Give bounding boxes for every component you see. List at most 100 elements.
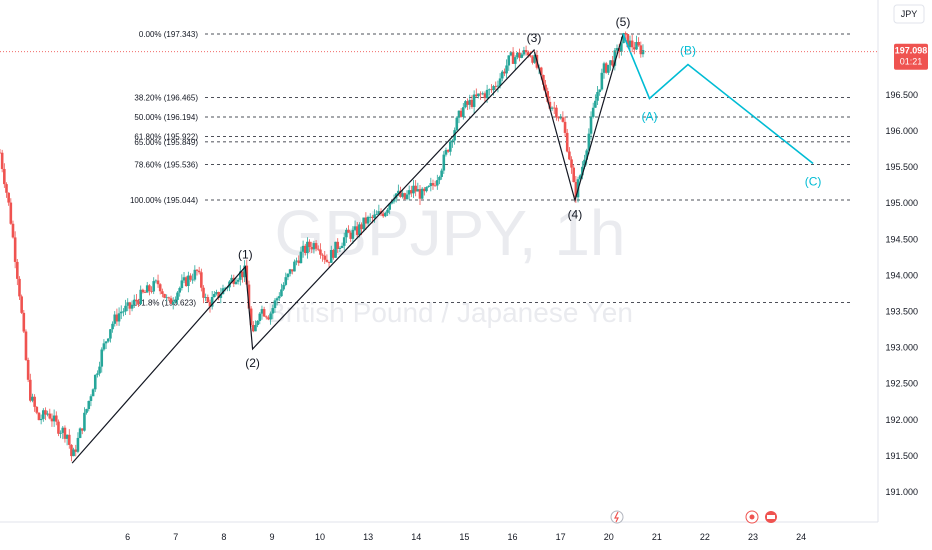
candle-body xyxy=(565,132,569,152)
price-tick-label: 196.000 xyxy=(885,126,918,136)
candle-body xyxy=(208,302,212,307)
candle-body xyxy=(37,412,41,421)
time-tick-label: 24 xyxy=(796,532,806,542)
candle-body xyxy=(345,229,348,238)
candle-body xyxy=(33,396,36,407)
candle-body xyxy=(366,216,370,224)
candle-body xyxy=(83,412,86,431)
flag-event-icon[interactable] xyxy=(765,511,777,523)
candle-body xyxy=(161,291,164,294)
candle-body xyxy=(260,309,264,314)
candle-body xyxy=(93,374,97,390)
candle-body xyxy=(630,40,634,48)
candle-body xyxy=(104,341,108,344)
candle-body xyxy=(509,52,513,56)
earnings-event-icon[interactable] xyxy=(745,510,759,524)
candle-body xyxy=(163,293,166,298)
candle-body xyxy=(143,292,147,294)
candle-body xyxy=(113,314,117,324)
candle-body xyxy=(490,89,493,91)
currency-button[interactable]: JPY xyxy=(893,4,925,24)
candle-body xyxy=(455,117,459,131)
candle-body xyxy=(622,33,625,44)
candle-body xyxy=(496,85,500,87)
candle-body xyxy=(239,271,242,280)
abc-projection[interactable]: (A) (B) (C) xyxy=(622,33,822,188)
candle-body xyxy=(364,217,368,224)
candle-body xyxy=(381,213,385,217)
candle-body xyxy=(542,75,545,85)
candle-body xyxy=(602,63,606,73)
candle-body xyxy=(158,284,162,292)
candle-body xyxy=(264,316,268,318)
candle-body xyxy=(275,298,279,301)
candle-body xyxy=(533,54,537,63)
candle-body xyxy=(321,254,324,256)
candle-body xyxy=(308,241,311,247)
price-scale-area[interactable] xyxy=(878,0,932,550)
candle-body xyxy=(362,217,366,230)
candle-body xyxy=(293,261,296,272)
bar-countdown: 01:21 xyxy=(900,57,923,67)
candle-body xyxy=(20,296,23,313)
candle-body xyxy=(122,311,125,313)
candle-body xyxy=(390,201,394,204)
candle-body xyxy=(481,93,485,95)
candle-body xyxy=(420,188,424,199)
time-tick-label: 14 xyxy=(411,532,421,542)
wave-label: (1) xyxy=(238,248,253,262)
candle-body xyxy=(154,280,158,282)
candle-body xyxy=(511,52,515,64)
candle-body xyxy=(529,55,532,57)
candle-body xyxy=(418,189,422,199)
projection-line[interactable] xyxy=(622,33,814,165)
candle-body xyxy=(72,449,75,457)
price-tick-label: 195.500 xyxy=(885,162,918,172)
candle-body xyxy=(184,277,188,286)
candle-body xyxy=(561,117,565,122)
candle-body xyxy=(360,224,363,230)
candle-body xyxy=(213,293,216,297)
wave-label: (5) xyxy=(616,15,631,29)
time-tick-label: 10 xyxy=(315,532,325,542)
fib-extension-label: 161.8% (193.623) xyxy=(132,299,196,308)
fib-level-label: 50.00% (196.194) xyxy=(134,113,198,122)
candle-body xyxy=(319,249,322,255)
candle-body xyxy=(589,116,593,134)
candle-body xyxy=(39,418,43,421)
candle-body xyxy=(524,50,528,53)
candle-body xyxy=(539,67,543,76)
candle-body xyxy=(431,183,435,186)
candle-body xyxy=(611,60,614,66)
candle-body xyxy=(137,301,140,304)
candle-body xyxy=(624,33,627,35)
projection-label: (C) xyxy=(805,174,822,188)
candle-body xyxy=(197,270,201,273)
time-tick-label: 17 xyxy=(556,532,566,542)
candle-body xyxy=(316,248,320,250)
candle-body xyxy=(386,209,389,213)
time-scale-area[interactable] xyxy=(0,522,878,550)
candle-body xyxy=(267,317,270,320)
candle-body xyxy=(232,277,236,285)
candle-body xyxy=(176,292,179,300)
time-tick-label: 9 xyxy=(269,532,274,542)
time-tick-label: 13 xyxy=(363,532,373,542)
fibonacci-retracement[interactable]: 0.00% (197.343) 38.20% (196.465) 50.00% (1… xyxy=(130,30,852,308)
wave-line[interactable] xyxy=(71,34,624,464)
fib-level-label: 38.20% (196.465) xyxy=(134,93,198,102)
candle-body xyxy=(273,300,277,309)
time-tick-label: 21 xyxy=(652,532,662,542)
candle-body xyxy=(373,214,376,218)
candle-body xyxy=(392,198,396,202)
economic-event-icon[interactable] xyxy=(610,510,624,524)
time-tick-label: 20 xyxy=(604,532,614,542)
candle-body xyxy=(483,93,487,99)
candle-body xyxy=(368,216,372,218)
candle-body xyxy=(249,308,253,325)
elliott-wave-count[interactable]: (1) (2) (3) (4) (5) xyxy=(71,15,631,464)
candle-body xyxy=(85,409,88,413)
candle-body xyxy=(26,359,30,380)
price-tick-label: 192.000 xyxy=(885,415,918,425)
